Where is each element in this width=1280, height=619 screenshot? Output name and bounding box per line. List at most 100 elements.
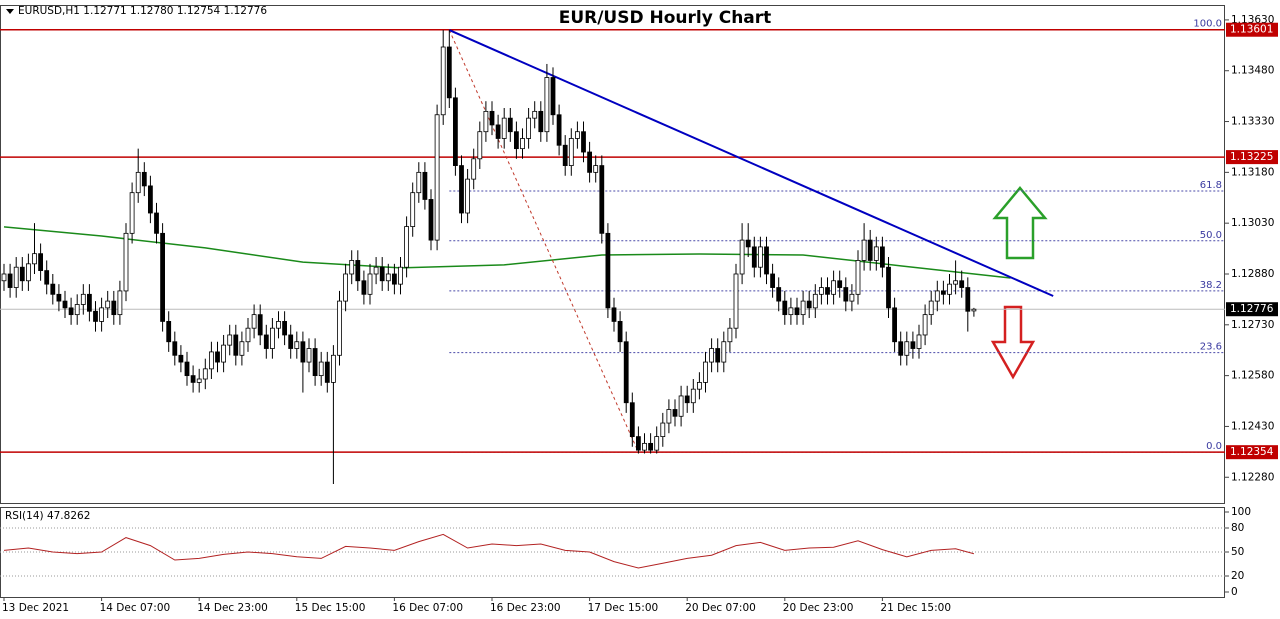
candle-body <box>74 304 80 316</box>
menu-arrow <box>6 9 14 14</box>
candle-body <box>269 327 275 349</box>
candle-body <box>44 270 50 285</box>
candle-body <box>776 287 782 302</box>
candle-body <box>263 334 269 349</box>
candle-body <box>32 253 37 265</box>
y-tick-label: 1.12580 <box>1231 370 1274 382</box>
candle-body <box>227 334 233 346</box>
candle-body <box>251 314 257 329</box>
candle-body <box>764 246 769 275</box>
candle-body <box>391 273 397 285</box>
candle-body <box>575 131 580 139</box>
candle-body <box>306 348 312 363</box>
candle-body <box>87 293 92 312</box>
level-label: 1.13225 <box>1230 151 1273 163</box>
candle-body <box>953 280 958 285</box>
candle-body <box>855 260 861 295</box>
candle-body <box>141 171 147 187</box>
candle-body <box>788 307 794 316</box>
candle-body <box>770 273 775 288</box>
candle-body <box>739 239 745 275</box>
candle-body <box>294 341 300 349</box>
candle-body <box>324 361 330 383</box>
candle-body <box>934 290 940 302</box>
candle-body <box>483 110 489 133</box>
candle-body <box>812 293 818 309</box>
candle-body <box>68 307 74 316</box>
candle-body <box>965 287 971 312</box>
fib-label: 100.0 <box>1193 19 1222 30</box>
candle-body <box>178 354 184 363</box>
fib-label: 23.6 <box>1200 342 1222 353</box>
candle-body <box>1 273 7 282</box>
candle-body <box>550 77 556 116</box>
candle-body <box>221 344 227 363</box>
x-tick-label: 14 Dec 07:00 <box>100 602 171 614</box>
candle-body <box>690 388 696 404</box>
candle-body <box>861 239 867 261</box>
candle-body <box>849 293 855 302</box>
candle-body <box>507 117 513 133</box>
candle-body <box>678 395 684 417</box>
candle-body <box>111 300 117 316</box>
candle-body <box>349 260 355 275</box>
candle-body <box>873 246 879 261</box>
candle-body <box>703 361 708 383</box>
current-price-box <box>1226 302 1278 317</box>
candle-body <box>202 368 208 380</box>
level-box <box>1226 150 1278 165</box>
candle-body <box>684 395 690 404</box>
candle-body <box>501 117 507 139</box>
y-tick-label: 1.12730 <box>1231 319 1274 331</box>
x-tick-label: 17 Dec 15:00 <box>588 602 659 614</box>
candle-body <box>440 46 446 116</box>
candle-body <box>434 114 440 241</box>
candle-body <box>697 381 702 390</box>
candle-body <box>831 280 836 295</box>
moving-average <box>3 226 1011 279</box>
candle-body <box>452 97 458 166</box>
x-tick-label: 16 Dec 07:00 <box>392 602 463 614</box>
candle-body <box>751 246 757 268</box>
candle-body <box>587 151 592 173</box>
candle-body <box>599 165 605 234</box>
fib-label: 61.8 <box>1200 180 1222 191</box>
candle-body <box>56 293 62 302</box>
candle-body <box>904 341 910 356</box>
candle-body <box>99 307 104 322</box>
chart-title: EUR/USD Hourly Chart <box>559 8 772 28</box>
candle-body <box>477 131 483 160</box>
candle-body <box>288 334 294 349</box>
candle-body <box>245 327 251 343</box>
candle-body <box>367 273 373 295</box>
trend-line <box>448 29 1054 297</box>
candle-body <box>495 124 501 139</box>
x-tick-label: 20 Dec 23:00 <box>783 602 854 614</box>
candle-body <box>636 436 641 451</box>
candle-body <box>648 442 653 451</box>
candle-body <box>666 409 672 424</box>
candle-body <box>410 192 416 227</box>
candle-body <box>282 321 288 336</box>
candle-body <box>514 131 519 150</box>
down-arrow <box>990 305 1036 380</box>
candle-body <box>398 266 403 285</box>
candle-body <box>520 138 525 150</box>
candle-body <box>428 199 434 241</box>
x-tick-label: 13 Dec 2021 <box>2 602 69 614</box>
candle-body <box>941 290 946 295</box>
candle-body <box>806 300 812 309</box>
level-box <box>1226 445 1278 460</box>
candle-body <box>922 314 928 336</box>
candle-body <box>337 300 342 356</box>
candle-body <box>794 307 800 316</box>
rsi-tick-label: 0 <box>1231 586 1238 598</box>
fib-label: 38.2 <box>1200 280 1222 291</box>
candle-body <box>38 253 43 272</box>
candle-body <box>672 409 678 417</box>
candle-body <box>300 341 306 363</box>
candle-body <box>471 158 477 180</box>
candle-body <box>379 266 385 282</box>
candle-body <box>489 110 495 126</box>
fib-label: 50.0 <box>1200 230 1222 241</box>
